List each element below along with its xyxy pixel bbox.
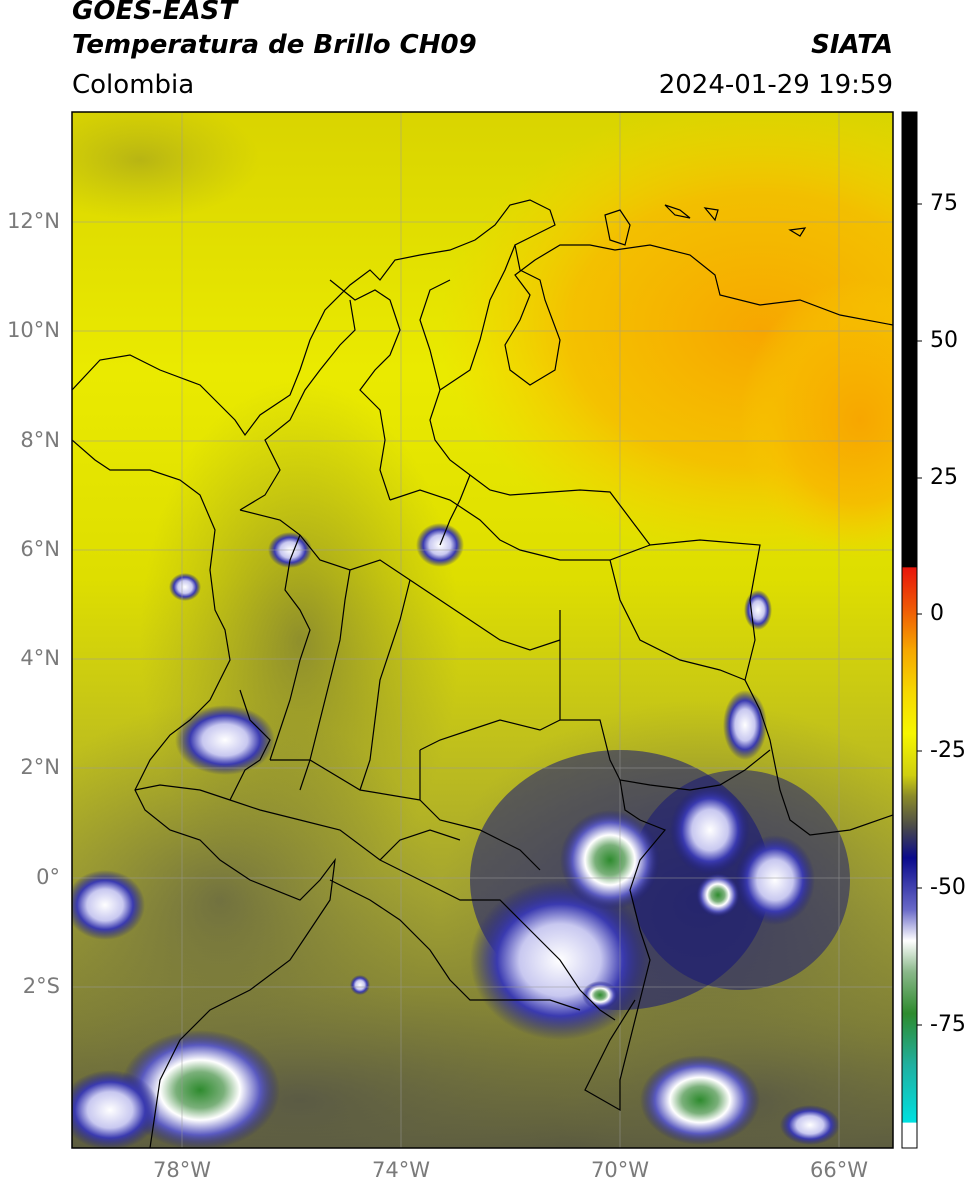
colorbar-label-minus75: -75: [930, 1012, 966, 1037]
lat-label-8n: 8°N: [20, 428, 60, 452]
title-product: Temperatura de Brillo CH09: [72, 30, 477, 60]
lat-label-10n: 10°N: [7, 318, 60, 342]
colorbar-label-50: 50: [930, 328, 958, 353]
lat-label-6n: 6°N: [20, 537, 60, 561]
colorbar-label-75: 75: [930, 191, 958, 216]
colorbar-label-minus25: -25: [930, 738, 966, 763]
lat-label-2n: 2°N: [20, 755, 60, 779]
lon-label-74w: 74°W: [372, 1158, 430, 1182]
title-satellite: GOES-EAST: [72, 0, 238, 26]
lon-label-70w: 70°W: [591, 1158, 649, 1182]
timestamp-label: 2024-01-29 19:59: [658, 70, 893, 100]
lat-label-0: 0°: [36, 865, 60, 889]
source-label: SIATA: [811, 30, 893, 60]
country-borders: [72, 199, 893, 1148]
colorbar-label-minus50: -50: [930, 875, 966, 900]
colorbar: [901, 111, 922, 1149]
map-frame: [71, 111, 894, 1149]
lat-label-4n: 4°N: [20, 646, 60, 670]
region-label: Colombia: [72, 70, 195, 100]
colorbar-label-0: 0: [930, 601, 944, 626]
colorbar-label-25: 25: [930, 465, 958, 490]
lat-label-12n: 12°N: [7, 209, 60, 233]
lat-label-2s: 2°S: [22, 974, 60, 998]
lon-label-78w: 78°W: [153, 1158, 211, 1182]
lon-label-66w: 66°W: [810, 1158, 868, 1182]
